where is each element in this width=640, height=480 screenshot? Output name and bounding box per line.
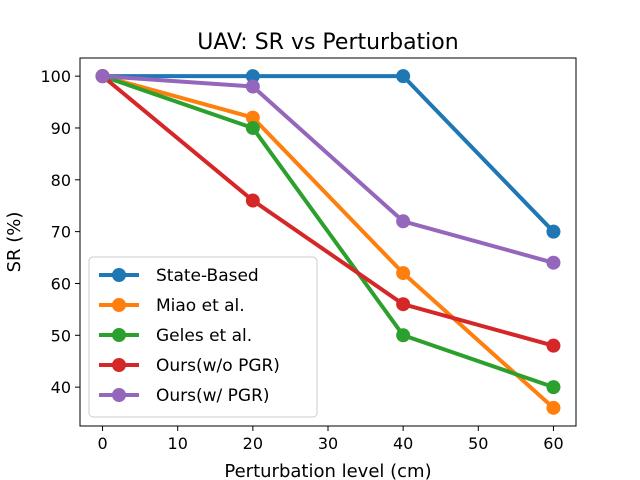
legend-marker xyxy=(112,298,126,312)
y-tick-label: 90 xyxy=(51,119,71,138)
series-line xyxy=(100,74,557,235)
data-point xyxy=(245,120,260,135)
legend-label: Miao et al. xyxy=(156,296,245,316)
x-tick-label: 30 xyxy=(318,434,338,453)
data-point xyxy=(245,69,260,84)
y-tick-label: 60 xyxy=(51,274,71,293)
data-point xyxy=(546,224,561,239)
data-point xyxy=(546,338,561,353)
x-tick-label: 60 xyxy=(543,434,563,453)
series-line xyxy=(100,73,557,411)
legend-label: Geles et al. xyxy=(156,326,252,346)
x-tick-label: 10 xyxy=(168,434,188,453)
x-tick-label: 40 xyxy=(393,434,413,453)
y-axis-label: SR (%) xyxy=(4,212,25,273)
legend-marker xyxy=(112,388,126,402)
legend-label: State-Based xyxy=(156,266,259,286)
y-tick-label: 100 xyxy=(40,67,71,86)
x-tick-label: 50 xyxy=(468,434,488,453)
y-axis: 40 50 60 70 80 90 100 xyxy=(40,67,80,397)
legend: State-Based Miao et al. Geles et al. Ours(w… xyxy=(88,256,318,418)
data-point xyxy=(245,79,260,94)
data-point xyxy=(396,328,411,343)
legend-label: Ours(w/o PGR) xyxy=(156,356,280,376)
y-tick-label: 80 xyxy=(51,171,71,190)
plot-area xyxy=(95,69,561,415)
data-point xyxy=(396,297,411,312)
legend-marker xyxy=(112,268,126,282)
data-point xyxy=(95,69,110,84)
data-point xyxy=(396,266,411,281)
series-line xyxy=(99,73,556,349)
series-line xyxy=(100,73,556,390)
data-point xyxy=(546,380,561,395)
y-tick-label: 40 xyxy=(51,378,71,397)
legend-label: Ours(w/ PGR) xyxy=(156,386,270,406)
data-point xyxy=(245,110,260,125)
y-tick-label: 70 xyxy=(51,223,71,242)
data-point xyxy=(396,69,411,84)
legend-marker xyxy=(112,358,126,372)
data-point xyxy=(245,193,260,208)
chart-title: UAV: SR vs Perturbation xyxy=(197,30,458,55)
data-point xyxy=(546,400,561,415)
data-point xyxy=(396,214,411,229)
x-tick-label: 20 xyxy=(243,434,263,453)
x-axis: 0 10 20 30 40 50 60 xyxy=(97,426,564,453)
series-line xyxy=(100,74,556,266)
legend-box xyxy=(88,256,318,418)
legend-marker xyxy=(112,328,126,342)
y-tick-label: 50 xyxy=(51,326,71,345)
data-point xyxy=(546,255,561,270)
x-tick-label: 0 xyxy=(97,434,107,453)
x-axis-label: Perturbation level (cm) xyxy=(224,461,431,480)
